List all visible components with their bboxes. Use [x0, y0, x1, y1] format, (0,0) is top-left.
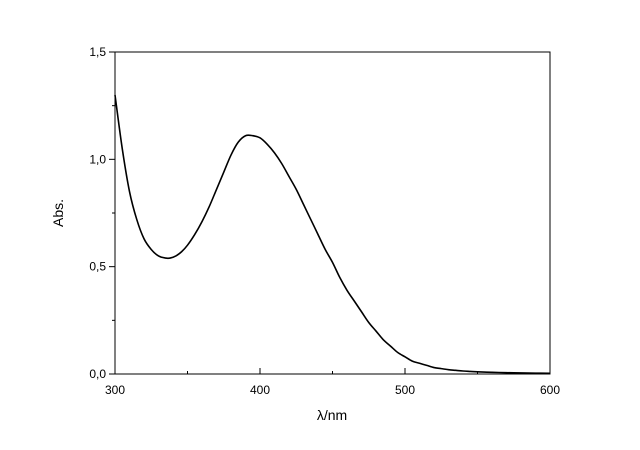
- x-tick-label: 300: [105, 383, 125, 397]
- axis-ticks: [109, 51, 551, 375]
- x-axis-title: λ/nm: [317, 407, 347, 423]
- plot-frame: [114, 51, 551, 375]
- x-tick-label: 500: [395, 383, 415, 397]
- y-tick-label: 1,5: [89, 45, 106, 59]
- x-tick-label: 600: [540, 383, 560, 397]
- spectrum-line: [114, 94, 551, 375]
- y-axis-title: Abs.: [50, 199, 66, 227]
- axis-tick-labels: 300 400 500 600 0,0 0,5 1,0 1,5: [89, 45, 560, 397]
- y-tick-label: 1,0: [89, 152, 106, 166]
- y-tick-label: 0,5: [89, 260, 106, 274]
- y-tick-label: 0,0: [89, 367, 106, 381]
- x-tick-label: 400: [250, 383, 270, 397]
